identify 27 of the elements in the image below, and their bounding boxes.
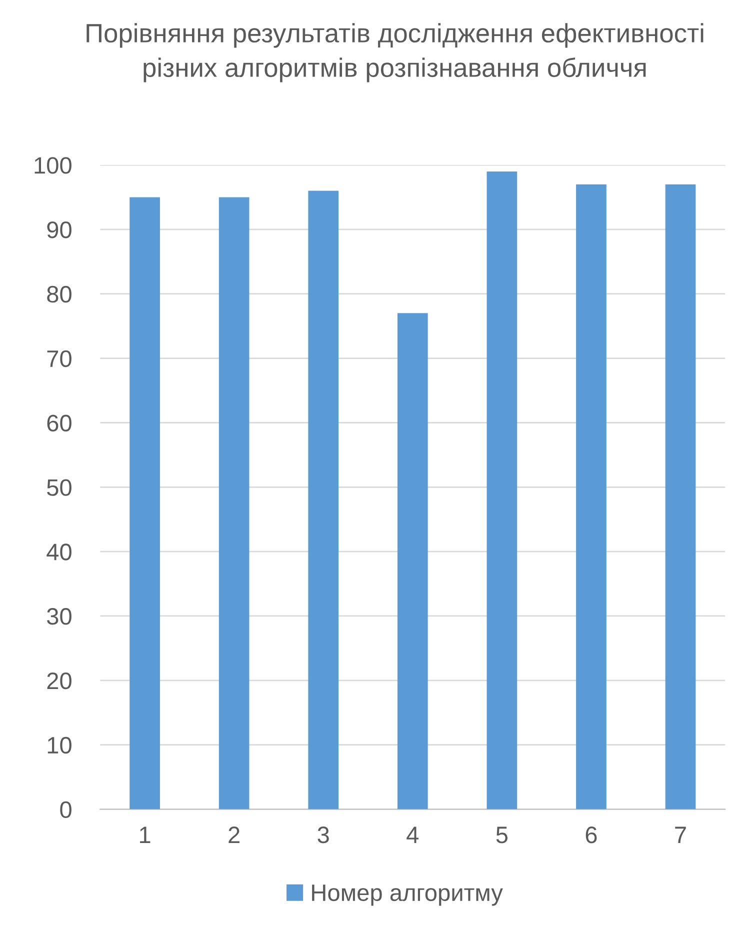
bar: [397, 313, 428, 810]
y-tick-label: 50: [47, 479, 72, 496]
legend-label: Номер алгоритму: [312, 884, 503, 906]
bar: [576, 184, 606, 810]
x-tick-label: 2: [228, 826, 240, 844]
y-tick-label: 100: [34, 157, 72, 174]
y-tick-label: 80: [47, 286, 72, 303]
bar: [308, 190, 339, 810]
y-tick-label: 90: [47, 222, 72, 238]
x-tick-label: 7: [675, 826, 686, 844]
bar: [130, 197, 160, 810]
bar: [218, 197, 250, 810]
x-tick-label: 6: [586, 826, 597, 844]
x-tick-label: 4: [406, 826, 419, 844]
y-tick-label: 40: [46, 544, 72, 560]
y-tick-label: 30: [47, 608, 72, 625]
chart-title: Порівняння результатів дослідження ефективності різних алгоритмів розпізнавання обличчя: [86, 23, 704, 82]
y-tick-label: 20: [47, 672, 72, 690]
bar: [665, 184, 696, 810]
bar: [486, 171, 518, 810]
y-tick-label: 60: [47, 414, 72, 432]
y-tick-label: 10: [48, 736, 72, 754]
y-tick-label: 70: [47, 350, 72, 368]
x-tick-label: 5: [496, 826, 508, 844]
x-tick-label: 1: [140, 826, 150, 844]
y-tick-label: 0: [60, 801, 72, 818]
x-tick-label: 3: [318, 826, 329, 844]
